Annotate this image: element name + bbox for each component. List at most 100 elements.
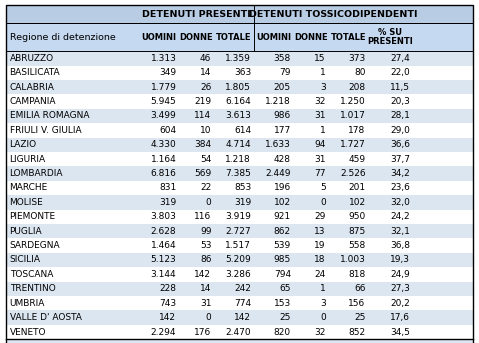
- Text: 54: 54: [200, 155, 211, 164]
- Bar: [6, 310, 473, 325]
- Text: LOMBARDIA: LOMBARDIA: [10, 169, 63, 178]
- Text: 950: 950: [348, 212, 365, 221]
- Bar: [6, 166, 473, 181]
- Text: 26: 26: [200, 83, 211, 92]
- Text: 558: 558: [348, 241, 365, 250]
- Bar: [6, 138, 473, 152]
- Text: 27,4: 27,4: [390, 54, 410, 63]
- Text: 604: 604: [159, 126, 176, 135]
- Text: DETENUTI TOSSICODIPENDENTI: DETENUTI TOSSICODIPENDENTI: [249, 10, 417, 19]
- Text: 4.714: 4.714: [226, 140, 251, 149]
- Text: 208: 208: [349, 83, 365, 92]
- Text: 1.218: 1.218: [265, 97, 291, 106]
- Text: MARCHE: MARCHE: [10, 184, 48, 192]
- Bar: [6, 325, 473, 339]
- Text: 201: 201: [349, 184, 365, 192]
- Text: 142: 142: [234, 313, 251, 322]
- Text: 219: 219: [194, 97, 211, 106]
- Text: 319: 319: [234, 198, 251, 207]
- Text: 1.805: 1.805: [225, 83, 251, 92]
- Text: 11,5: 11,5: [390, 83, 410, 92]
- Text: 31: 31: [314, 111, 326, 120]
- Text: 24: 24: [315, 270, 326, 279]
- Text: 1.359: 1.359: [225, 54, 251, 63]
- Text: 94: 94: [315, 140, 326, 149]
- Text: 102: 102: [274, 198, 291, 207]
- Text: DONNE: DONNE: [180, 33, 213, 42]
- Text: PIEMONTE: PIEMONTE: [10, 212, 56, 221]
- Text: 614: 614: [234, 126, 251, 135]
- Text: 7.385: 7.385: [225, 169, 251, 178]
- Text: DONNE: DONNE: [294, 33, 328, 42]
- Text: 37,7: 37,7: [390, 155, 410, 164]
- Text: 14: 14: [200, 284, 211, 293]
- Text: 3.613: 3.613: [225, 111, 251, 120]
- Text: 65: 65: [279, 284, 291, 293]
- Text: CALABRIA: CALABRIA: [10, 83, 55, 92]
- Text: 10: 10: [200, 126, 211, 135]
- Text: 3.144: 3.144: [151, 270, 176, 279]
- Text: 2.526: 2.526: [340, 169, 365, 178]
- Text: 19,3: 19,3: [390, 256, 410, 264]
- Text: DETENUTI PRESENTI: DETENUTI PRESENTI: [142, 10, 251, 19]
- Text: 3.919: 3.919: [225, 212, 251, 221]
- Bar: [6, 123, 473, 138]
- Bar: [6, 210, 473, 224]
- Text: 2.727: 2.727: [226, 227, 251, 236]
- Text: 32,1: 32,1: [390, 227, 410, 236]
- Text: Regione di detenzione: Regione di detenzione: [10, 33, 115, 42]
- Text: 5.945: 5.945: [150, 97, 176, 106]
- Text: 228: 228: [160, 284, 176, 293]
- Text: 20,3: 20,3: [390, 97, 410, 106]
- Bar: [6, 296, 473, 310]
- Text: 6.816: 6.816: [150, 169, 176, 178]
- Text: CAMPANIA: CAMPANIA: [10, 97, 56, 106]
- Text: SARDEGNA: SARDEGNA: [10, 241, 60, 250]
- Text: % SU
PRESENTI: % SU PRESENTI: [367, 28, 413, 46]
- Text: 569: 569: [194, 169, 211, 178]
- Text: 176: 176: [194, 328, 211, 336]
- Text: 242: 242: [234, 284, 251, 293]
- Text: UOMINI: UOMINI: [141, 33, 176, 42]
- Text: 31: 31: [200, 299, 211, 308]
- Text: 1.017: 1.017: [340, 111, 365, 120]
- Text: MOLISE: MOLISE: [10, 198, 43, 207]
- Text: 831: 831: [159, 184, 176, 192]
- Text: 102: 102: [349, 198, 365, 207]
- Text: 1: 1: [320, 126, 326, 135]
- Text: 0: 0: [205, 313, 211, 322]
- Text: 53: 53: [200, 241, 211, 250]
- Text: 3.286: 3.286: [226, 270, 251, 279]
- Text: 19: 19: [314, 241, 326, 250]
- Text: 24,9: 24,9: [390, 270, 410, 279]
- Text: 34,5: 34,5: [390, 328, 410, 336]
- Text: 818: 818: [348, 270, 365, 279]
- Text: 13: 13: [314, 227, 326, 236]
- Text: 178: 178: [348, 126, 365, 135]
- Text: 853: 853: [234, 184, 251, 192]
- Text: 5.209: 5.209: [226, 256, 251, 264]
- Text: 3.803: 3.803: [150, 212, 176, 221]
- Text: 205: 205: [274, 83, 291, 92]
- Text: VENETO: VENETO: [10, 328, 46, 336]
- Text: UOMINI: UOMINI: [256, 33, 291, 42]
- Text: 14: 14: [200, 68, 211, 77]
- Text: 1.517: 1.517: [225, 241, 251, 250]
- Text: 384: 384: [194, 140, 211, 149]
- Text: 23,6: 23,6: [390, 184, 410, 192]
- Text: 0: 0: [205, 198, 211, 207]
- Text: ABRUZZO: ABRUZZO: [10, 54, 54, 63]
- Bar: [6, 94, 473, 109]
- Text: VALLE D' AOSTA: VALLE D' AOSTA: [10, 313, 81, 322]
- Text: 29,0: 29,0: [390, 126, 410, 135]
- Text: 2.628: 2.628: [151, 227, 176, 236]
- Bar: [6, 339, 473, 343]
- Text: SICILIA: SICILIA: [10, 256, 41, 264]
- Text: TOTALE: TOTALE: [331, 33, 366, 42]
- Text: BASILICATA: BASILICATA: [10, 68, 60, 77]
- Text: 5: 5: [320, 184, 326, 192]
- Text: 3: 3: [320, 83, 326, 92]
- Text: 852: 852: [349, 328, 365, 336]
- Text: 142: 142: [194, 270, 211, 279]
- Bar: [6, 80, 473, 94]
